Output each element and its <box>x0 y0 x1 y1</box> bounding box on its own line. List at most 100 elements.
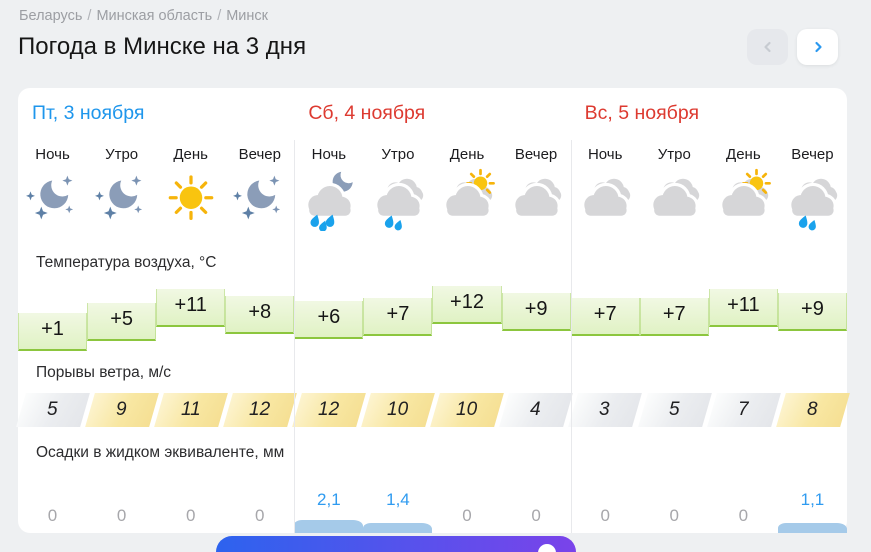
weather-cell <box>87 166 156 232</box>
breadcrumb-link-country[interactable]: Беларусь <box>19 8 83 24</box>
weather-cell <box>502 166 571 232</box>
precip-bar <box>363 523 433 533</box>
precipitation-row: 2,1 1,4 0 0 <box>294 478 570 533</box>
breadcrumb-link-region[interactable]: Минская область <box>96 8 213 24</box>
cloud-moon-rain-icon <box>305 171 354 231</box>
precip-value: 0 <box>462 506 472 525</box>
temperature-cell: +12 <box>432 286 502 325</box>
temperature-cell: +9 <box>777 293 847 332</box>
moon-stars-icon <box>25 175 73 219</box>
weather-cell <box>225 166 294 232</box>
precip-cell: 1,1 <box>777 478 847 533</box>
precip-cell: 0 <box>18 478 87 533</box>
wind-value: 3 <box>599 399 611 420</box>
weather-cell <box>640 166 709 232</box>
weather-cell <box>363 166 432 232</box>
precip-value: 0 <box>600 506 610 525</box>
wind-value: 4 <box>530 399 542 420</box>
chevron-right-icon <box>814 41 822 53</box>
period-label: День <box>726 146 761 163</box>
breadcrumb-separator: / <box>87 8 92 24</box>
day-title[interactable]: Сб, 4 ноября <box>308 102 426 124</box>
weather-cell <box>432 166 501 232</box>
cloud-icon <box>581 178 631 218</box>
wind-row: 5 9 11 12 <box>15 393 297 428</box>
temperature-row: +7 +7 +11 +9 <box>570 278 847 340</box>
wind-value: 5 <box>668 399 680 420</box>
day-title[interactable]: Вс, 5 ноября <box>584 102 700 124</box>
weather-cell <box>18 166 87 232</box>
period-label: День <box>173 146 208 163</box>
period-label: Утро <box>105 146 139 163</box>
wind-value: 8 <box>807 399 818 420</box>
temperature-cell: +7 <box>639 298 709 337</box>
cloud-icon <box>512 178 562 218</box>
page-title: Погода в Минске на 3 дня <box>18 33 307 60</box>
next-period-button[interactable] <box>797 29 838 65</box>
precip-value: 0 <box>255 506 265 525</box>
wind-cell: 10 <box>430 393 504 427</box>
wind-value: 7 <box>738 399 749 420</box>
sun-icon <box>168 174 214 220</box>
precip-cell: 0 <box>640 478 709 533</box>
weather-cell <box>709 166 778 232</box>
wind-row: 12 10 10 4 <box>292 393 573 428</box>
breadcrumb-separator: / <box>217 8 222 24</box>
icons-row <box>571 166 847 234</box>
period-label: Утро <box>657 146 691 163</box>
temperature-cell: +8 <box>225 295 295 334</box>
wind-value: 12 <box>249 399 271 420</box>
wind-value: 10 <box>456 399 478 420</box>
period-label: День <box>449 146 485 163</box>
period-label: Вечер <box>791 146 834 163</box>
period-label: Вечер <box>514 146 558 163</box>
temperature-cell: +1 <box>18 312 88 351</box>
period-label: Ночь <box>587 146 623 163</box>
cloud-sun-icon <box>443 168 495 218</box>
icons-row <box>18 166 294 234</box>
forecast-card: Температура воздуха, °C Порывы ветра, м/… <box>15 88 850 533</box>
precipitation-section-label: Осадки в жидком эквиваленте, мм <box>36 444 285 461</box>
cloud-rain-icon <box>789 178 838 230</box>
weather-cell <box>571 166 640 232</box>
precip-value: 0 <box>669 506 679 525</box>
period-label: Утро <box>381 146 415 163</box>
temperature-cell: +7 <box>363 298 433 337</box>
precip-cell: 0 <box>87 478 156 533</box>
precipitation-row: 0 0 0 0 <box>18 478 294 533</box>
periods-row: Ночь Утро День Вечер <box>294 146 570 166</box>
precip-cell: 0 <box>156 478 225 533</box>
wind-cell: 5 <box>15 393 90 427</box>
wind-cell: 3 <box>568 393 642 427</box>
weather-cell <box>294 166 363 232</box>
temperature-cell: +6 <box>294 300 364 339</box>
wind-cell: 5 <box>637 393 711 427</box>
breadcrumb-link-city[interactable]: Минск <box>226 8 268 24</box>
moon-stars-icon <box>94 175 142 219</box>
periods-row: Ночь Утро День Вечер <box>571 146 847 166</box>
wind-cell: 10 <box>361 393 435 427</box>
column-divider <box>294 140 295 533</box>
wind-row: 3 5 7 8 <box>568 393 850 428</box>
temperature-row: +6 +7 +12 +9 <box>294 278 571 340</box>
temperature-cell: +11 <box>708 288 778 327</box>
period-label: Ночь <box>35 146 70 163</box>
wind-value: 5 <box>47 399 58 420</box>
day-title[interactable]: Пт, 3 ноября <box>32 102 145 124</box>
precip-value: 2,1 <box>317 490 341 509</box>
precip-cell: 0 <box>571 478 640 533</box>
day-column-sunday: Вс, 5 ноября Ночь Утро День Вечер +7 +7 +11 +9… <box>568 88 850 533</box>
banner-circle-icon <box>538 544 556 552</box>
precip-value: 0 <box>185 506 196 525</box>
bottom-promo-banner[interactable] <box>216 536 576 552</box>
temperature-cell: +11 <box>156 288 226 327</box>
precip-bar <box>294 520 364 533</box>
cloud-sun-icon <box>719 168 772 218</box>
weather-cell <box>156 166 225 232</box>
column-divider <box>571 140 572 533</box>
chevron-left-icon <box>763 41 771 53</box>
temperature-section-label: Температура воздуха, °C <box>36 254 217 271</box>
prev-period-button[interactable] <box>747 29 788 65</box>
precip-cell: 2,1 <box>294 478 364 533</box>
precip-bar <box>777 523 847 533</box>
